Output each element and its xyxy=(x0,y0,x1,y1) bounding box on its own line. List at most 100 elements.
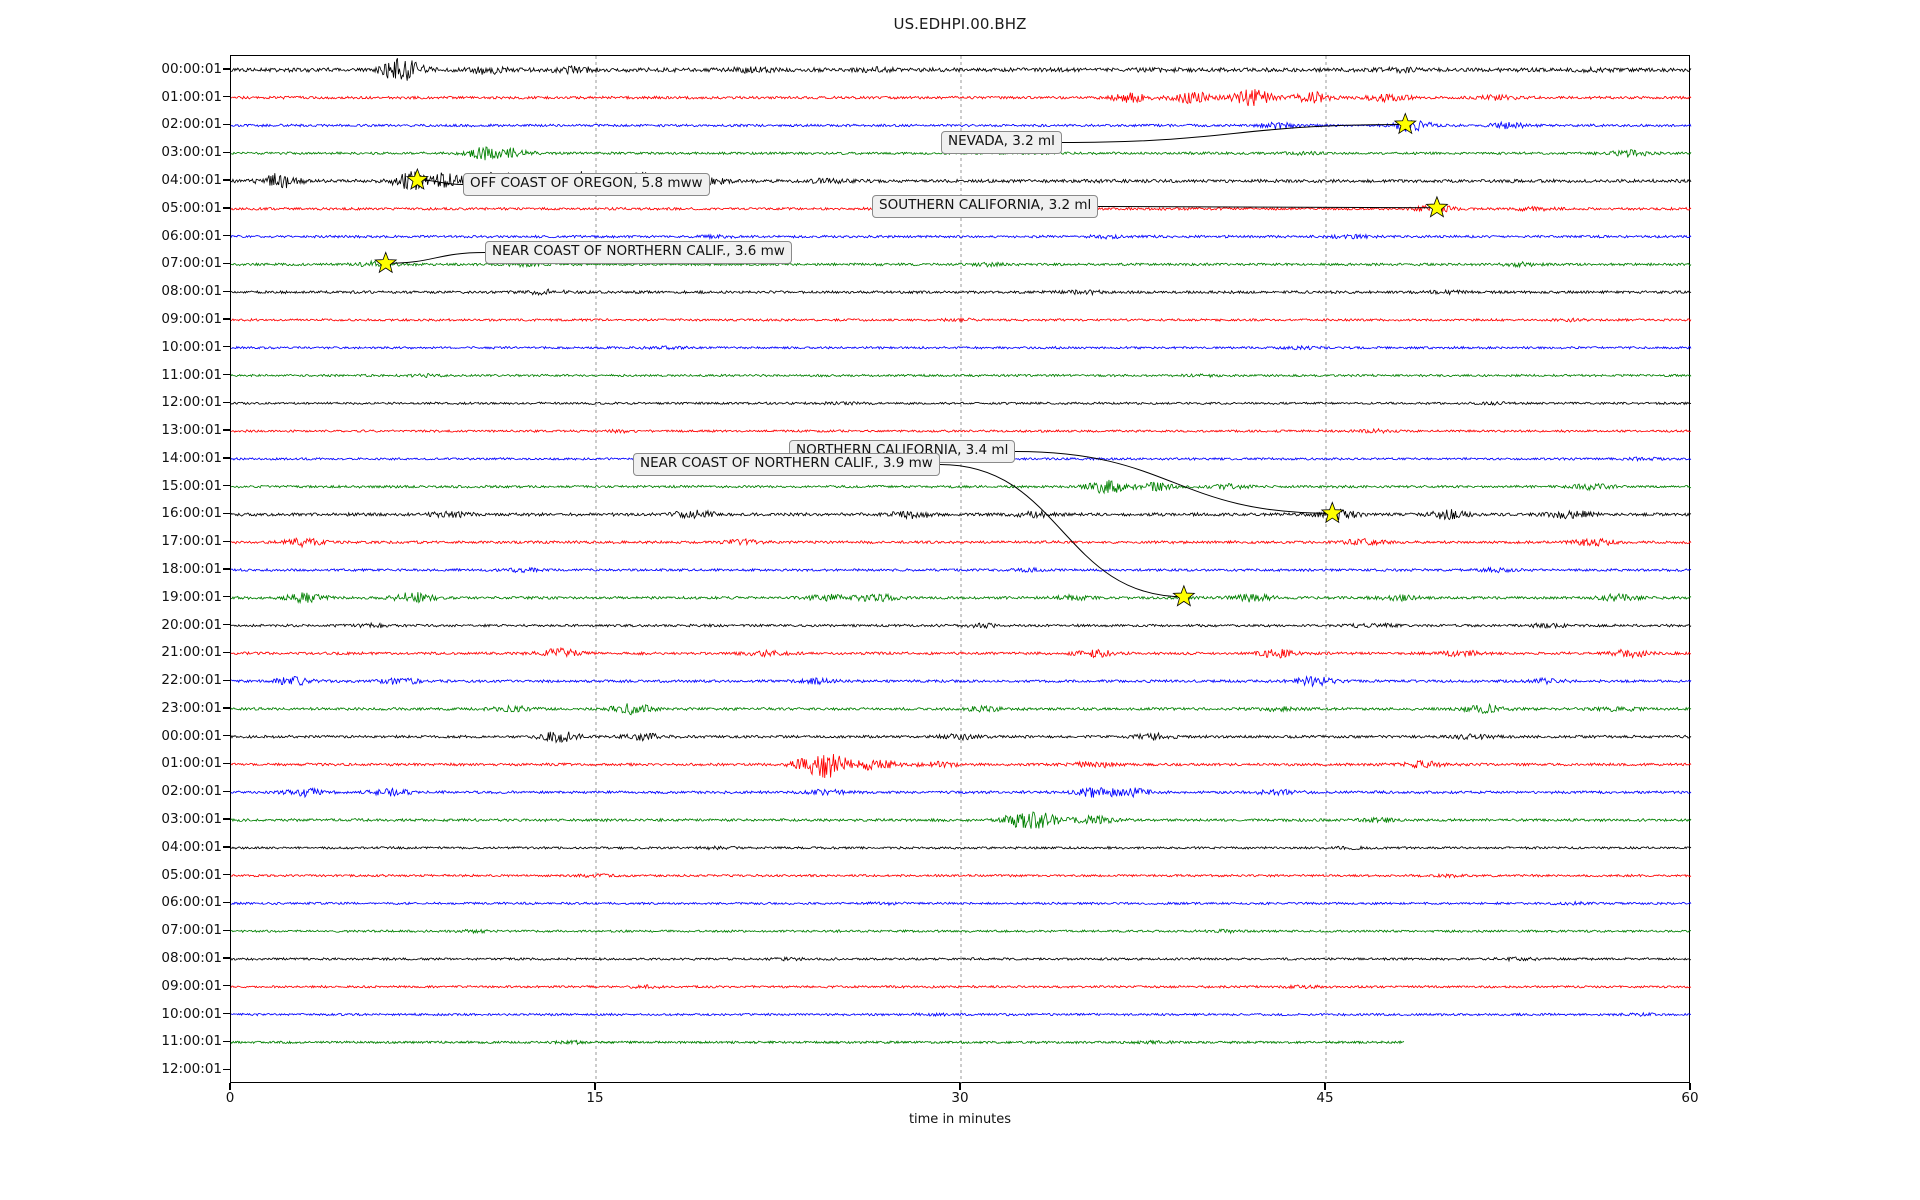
y-axis-tick-label: 08:00:01 xyxy=(161,949,222,966)
y-axis-tick-mark xyxy=(223,262,231,265)
event-annotation-label[interactable]: NEAR COAST OF NORTHERN CALIF., 3.6 mw xyxy=(485,241,792,264)
event-annotation-label[interactable]: NEVADA, 3.2 ml xyxy=(941,131,1062,154)
y-axis-tick-mark xyxy=(223,846,231,848)
seismic-trace xyxy=(230,537,1692,549)
y-axis-tick-label: 03:00:01 xyxy=(161,144,222,161)
y-axis-tick-mark xyxy=(223,651,231,654)
y-axis-tick-mark xyxy=(223,485,231,487)
y-axis-tick-mark xyxy=(223,735,231,737)
seismic-trace xyxy=(230,956,1692,963)
seismic-trace xyxy=(230,427,1692,435)
y-axis-tick-label: 01:00:01 xyxy=(161,88,222,105)
y-axis-tick-label: 23:00:01 xyxy=(161,699,222,716)
seismic-trace xyxy=(230,316,1692,323)
seismic-trace xyxy=(230,373,1692,379)
y-axis-tick-label: 22:00:01 xyxy=(161,672,222,689)
y-axis-tick-label: 12:00:01 xyxy=(161,394,222,411)
y-axis-tick-mark xyxy=(223,373,231,376)
y-axis-tick-label: 00:00:01 xyxy=(161,727,222,744)
y-axis-tick-label: 11:00:01 xyxy=(161,1033,222,1050)
y-axis-tick-mark xyxy=(223,707,231,709)
seismic-trace xyxy=(230,171,1692,192)
x-axis-title: time in minutes xyxy=(908,1112,1012,1127)
y-axis-tick-label: 13:00:01 xyxy=(161,422,222,439)
y-axis-tick-mark xyxy=(223,596,231,598)
seismic-trace xyxy=(230,1011,1692,1018)
seismic-trace xyxy=(230,58,1692,81)
y-axis-tick-mark xyxy=(223,96,231,98)
y-axis-tick-mark xyxy=(223,540,231,542)
event-annotation-label[interactable]: SOUTHERN CALIFORNIA, 3.2 ml xyxy=(872,195,1099,218)
x-axis-tick-mark xyxy=(959,1083,961,1090)
y-axis-tick-label: 10:00:01 xyxy=(161,1005,222,1022)
y-axis-tick-mark xyxy=(223,68,231,70)
y-axis-tick-mark xyxy=(223,623,231,626)
y-axis-tick-mark xyxy=(223,429,231,431)
y-axis-tick-mark xyxy=(223,874,231,876)
y-axis-tick-label: 04:00:01 xyxy=(161,838,222,855)
y-axis-tick-label: 15:00:01 xyxy=(161,477,222,494)
event-annotation-label[interactable]: OFF COAST OF OREGON, 5.8 mww xyxy=(463,173,710,196)
seismic-trace xyxy=(230,621,1692,630)
seismic-trace xyxy=(230,1039,1405,1046)
y-axis-tick-label: 02:00:01 xyxy=(161,116,222,133)
seismic-trace xyxy=(230,479,1692,495)
x-axis-tick-label: 60 xyxy=(1681,1090,1699,1106)
page-title: US.EDHPI.00.BHZ xyxy=(893,15,1027,33)
y-axis-tick-label: 09:00:01 xyxy=(161,310,222,327)
y-axis-tick-mark xyxy=(223,957,231,959)
y-axis-tick-mark xyxy=(223,457,231,459)
y-axis-tick-mark xyxy=(223,290,231,292)
seismic-trace xyxy=(230,900,1692,907)
seismic-trace xyxy=(230,675,1692,688)
y-axis-tick-label: 05:00:01 xyxy=(161,866,222,883)
x-axis-tick-mark xyxy=(1689,1083,1691,1090)
x-axis-tick-label: 30 xyxy=(951,1090,969,1106)
y-axis-tick-label: 07:00:01 xyxy=(161,922,222,939)
seismic-trace xyxy=(230,288,1692,297)
seismic-trace xyxy=(230,233,1692,241)
y-axis-tick-label: 02:00:01 xyxy=(161,783,222,800)
y-axis-tick-mark xyxy=(223,790,231,792)
y-axis-tick-label: 05:00:01 xyxy=(161,199,222,216)
y-axis-tick-mark xyxy=(223,1012,231,1015)
y-axis-tick-mark xyxy=(223,512,231,515)
y-axis-tick-mark xyxy=(223,818,231,820)
y-axis-tick-mark xyxy=(223,929,231,931)
y-axis-tick-mark xyxy=(223,1040,231,1043)
y-axis-tick-label: 00:00:01 xyxy=(161,60,222,77)
y-axis-tick-mark xyxy=(223,985,231,987)
y-axis-tick-label: 08:00:01 xyxy=(161,283,222,300)
y-axis-tick-label: 10:00:01 xyxy=(161,338,222,355)
y-axis-tick-label: 20:00:01 xyxy=(161,616,222,633)
x-axis-tick-label: 0 xyxy=(225,1090,235,1106)
y-axis-tick-label: 06:00:01 xyxy=(161,894,222,911)
y-axis-tick-mark xyxy=(223,151,231,153)
y-axis-tick-mark xyxy=(223,901,231,904)
seismic-trace xyxy=(230,89,1692,107)
y-axis-tick-label: 04:00:01 xyxy=(161,172,222,189)
x-axis-tick-mark xyxy=(594,1083,596,1090)
y-axis-tick-label: 16:00:01 xyxy=(161,505,222,522)
y-axis-tick-mark xyxy=(223,679,231,681)
y-axis-tick-label: 18:00:01 xyxy=(161,561,222,577)
y-axis-tick-mark xyxy=(223,346,231,348)
seismic-trace xyxy=(230,928,1692,935)
y-axis-tick-mark xyxy=(223,179,231,181)
seismic-trace xyxy=(230,400,1692,406)
event-annotation-label[interactable]: NEAR COAST OF NORTHERN CALIF., 3.9 mw xyxy=(633,453,940,476)
y-axis-tick-mark xyxy=(223,207,231,209)
seismic-trace xyxy=(230,786,1692,799)
y-axis-tick-label: 03:00:01 xyxy=(161,811,222,828)
seismic-trace xyxy=(230,344,1692,351)
seismic-trace xyxy=(230,646,1692,660)
y-axis-tick-label: 17:00:01 xyxy=(161,533,222,550)
y-axis-tick-mark xyxy=(223,318,231,320)
seismic-trace xyxy=(230,872,1692,879)
seismic-trace xyxy=(230,754,1692,779)
y-axis-tick-label: 19:00:01 xyxy=(161,588,222,605)
y-axis-tick-label: 21:00:01 xyxy=(161,644,222,661)
y-axis-tick-label: 09:00:01 xyxy=(161,977,222,994)
y-axis-tick-mark xyxy=(223,568,231,570)
